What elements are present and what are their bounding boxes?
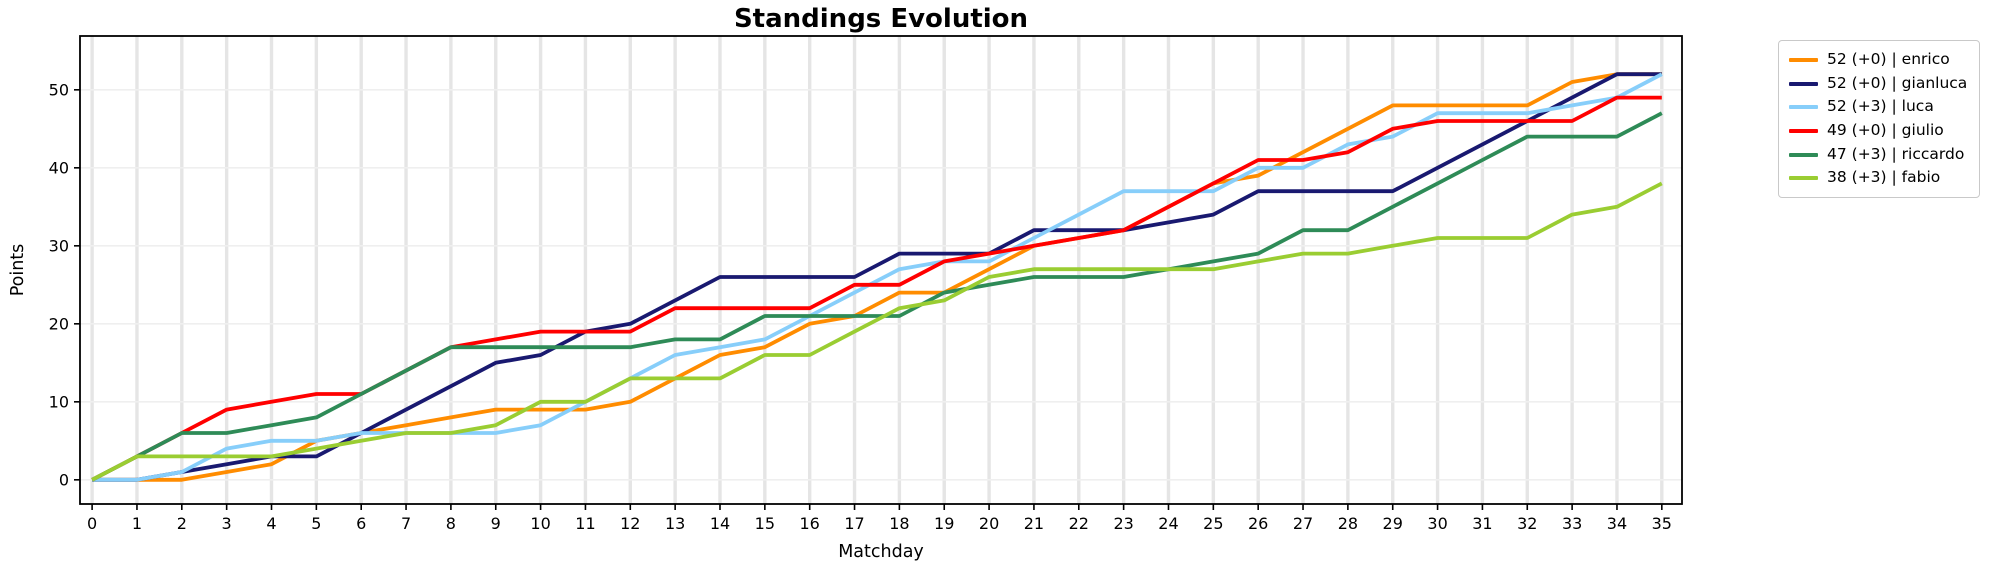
x-tick-label: 8 [446,514,456,533]
legend-label-fabio: 38 (+3) | fabio [1827,168,1941,187]
x-tick-label: 29 [1383,514,1403,533]
legend-item-riccardo: 47 (+3) | riccardo [1789,143,1967,167]
x-tick-label: 3 [222,514,232,533]
legend-label-enrico: 52 (+0) | enrico [1827,50,1950,69]
plot-border-rect [79,35,1683,505]
x-tick-label: 20 [979,514,999,533]
x-tick-label: 14 [710,514,730,533]
x-tick-label: 2 [177,514,187,533]
x-tick-label: 26 [1248,514,1268,533]
x-tick-label: 33 [1562,514,1582,533]
x-axis-label: Matchday [838,542,924,562]
axis-ticks [74,89,1663,510]
legend-swatch-gianluca [1789,81,1818,86]
legend-swatch-giulio [1789,128,1818,133]
x-tick-label: 10 [530,514,550,533]
x-tick-label: 6 [356,514,366,533]
y-tick-label: 0 [59,470,69,489]
x-tick-label: 25 [1203,514,1223,533]
series-line-luca [92,72,1663,482]
series-line-enrico [92,72,1662,482]
plot-border [79,35,1683,505]
x-tick-label: 12 [620,514,640,533]
legend-item-enrico: 52 (+0) | enrico [1789,48,1967,72]
legend-label-gianluca: 52 (+0) | gianluca [1827,73,1968,92]
x-tick-label: 1 [132,514,142,533]
x-tick-label: 22 [1069,514,1089,533]
legend-label-riccardo: 47 (+3) | riccardo [1827,144,1965,163]
x-tick-label: 17 [844,514,864,533]
x-tick-label: 0 [87,514,97,533]
legend-item-giulio: 49 (+0) | giulio [1789,119,1967,143]
y-tick-label: 10 [49,392,69,411]
series-line-giulio [91,95,1662,482]
legend-item-gianluca: 52 (+0) | gianluca [1789,72,1967,96]
x-tick-label: 16 [800,514,820,533]
series-line-riccardo [91,111,1663,482]
axis-tick-labels: 0 1 2 3 4 5 6 7 8 9 10 11 12 13 14 15 16 17 18 19 20 21 22 23 24… [49,80,1672,533]
x-tick-label: 19 [934,514,954,533]
y-tick-label: 30 [49,236,69,255]
x-tick-label: 11 [575,514,595,533]
legend: 52 (+0) | enrico 52 (+0) | gianluca 52 (+3… [1778,40,1981,198]
legend-swatch-luca [1789,105,1818,110]
x-tick-label: 32 [1517,514,1537,533]
x-tick-label: 27 [1293,514,1313,533]
series-line-fabio [91,181,1663,482]
x-tick-label: 34 [1607,514,1627,533]
y-axis-label: Points [8,244,28,297]
legend-item-luca: 52 (+3) | luca [1789,95,1967,119]
x-tick-label: 7 [401,514,411,533]
x-tick-label: 15 [755,514,775,533]
x-tick-label: 4 [266,514,276,533]
legend-swatch-riccardo [1789,152,1818,157]
y-tick-label: 50 [49,80,69,99]
x-tick-label: 28 [1338,514,1358,533]
x-tick-label: 9 [491,514,501,533]
chart-title: Standings Evolution [734,4,1028,34]
legend-swatch-enrico [1789,57,1818,62]
x-tick-label: 31 [1472,514,1492,533]
x-tick-label: 18 [889,514,909,533]
x-tick-label: 35 [1652,514,1672,533]
legend-label-giulio: 49 (+0) | giulio [1827,121,1944,140]
y-tick-label: 40 [49,158,69,177]
x-tick-label: 5 [311,514,321,533]
legend-label-luca: 52 (+3) | luca [1827,97,1934,116]
x-tick-label: 21 [1024,514,1044,533]
y-tick-label: 20 [49,314,69,333]
series-line-gianluca [92,72,1662,482]
legend-item-fabio: 38 (+3) | fabio [1789,166,1967,190]
x-tick-label: 30 [1427,514,1447,533]
series-lines [91,72,1663,482]
x-tick-label: 23 [1113,514,1133,533]
legend-swatch-fabio [1789,176,1818,181]
x-tick-label: 24 [1158,514,1178,533]
x-tick-label: 13 [665,514,685,533]
